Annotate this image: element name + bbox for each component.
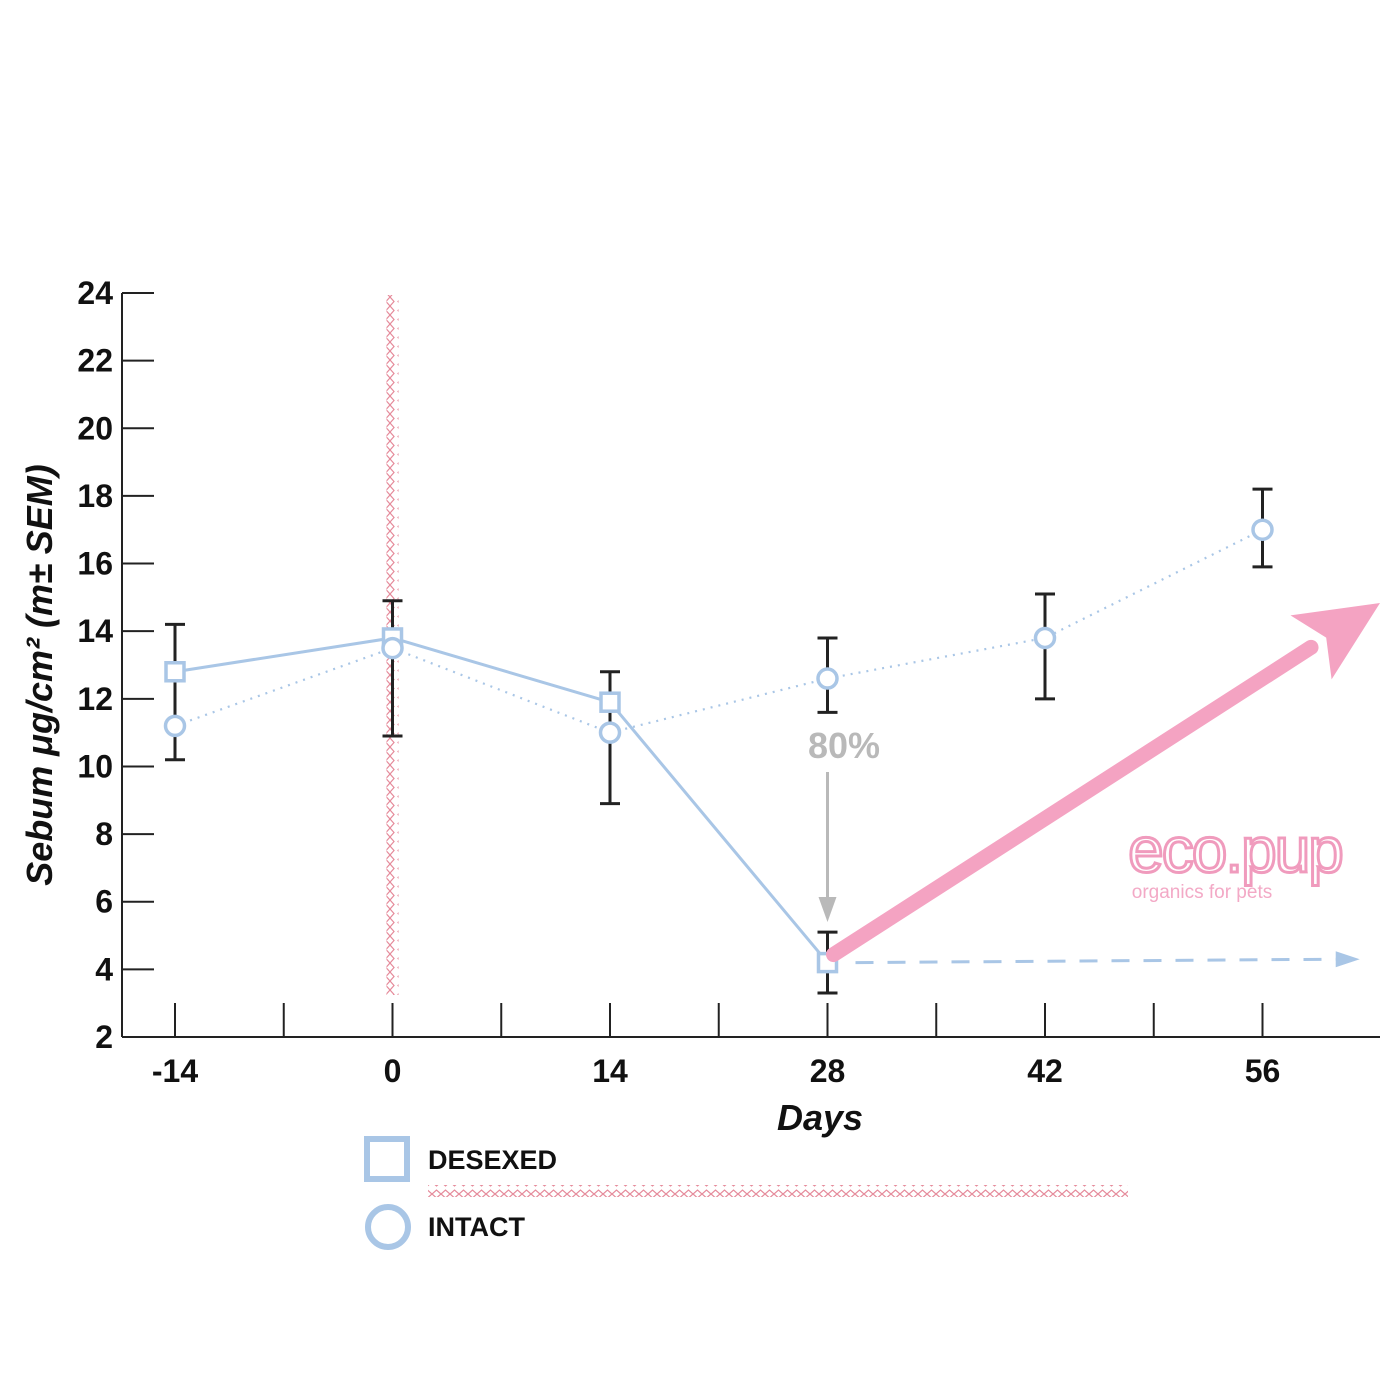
y-tick-label: 14 — [77, 613, 113, 649]
x-axis-title: Days — [777, 1097, 863, 1138]
error-bars — [165, 487, 1273, 995]
series-line-desexed — [174, 636, 829, 964]
x-tick-label: -14 — [152, 1053, 198, 1089]
x-tick-label: 0 — [384, 1053, 402, 1089]
y-tick-label: 10 — [77, 748, 113, 784]
data-point-desexed — [599, 691, 621, 713]
data-point-intact — [381, 636, 404, 660]
data-point-desexed — [164, 661, 186, 683]
y-tick-label: 8 — [95, 816, 113, 852]
legend: DESEXED INTACT — [364, 1136, 1128, 1250]
series-line-intact — [174, 528, 1263, 734]
x-axis-ticks: -14 0 14 28 42 56 — [152, 1003, 1280, 1089]
ecopup-logo: eco.pup organics for pets — [1127, 813, 1346, 904]
reduction-arrow-head — [818, 897, 837, 922]
y-tick-label: 20 — [77, 410, 113, 446]
logo-tagline: organics for pets — [1132, 882, 1272, 903]
reduction-percent-label: 80% — [808, 725, 880, 766]
legend-treatment-band — [428, 1185, 1128, 1197]
legend-desexed-marker — [364, 1136, 410, 1182]
y-tick-label: 12 — [77, 681, 113, 717]
improvement-arrow-head — [1290, 603, 1380, 680]
legend-intact-marker — [365, 1204, 411, 1250]
series-lines — [174, 528, 1263, 964]
data-point-intact — [1033, 626, 1057, 650]
data-point-intact — [598, 721, 622, 744]
y-tick-label: 6 — [95, 884, 113, 920]
x-tick-label: 28 — [810, 1053, 846, 1089]
y-tick-label: 18 — [77, 478, 113, 514]
logo-wordmark: eco.pup — [1128, 814, 1342, 886]
y-tick-label: 2 — [95, 1019, 113, 1055]
y-tick-label: 24 — [77, 275, 113, 311]
legend-intact-label: INTACT — [428, 1212, 525, 1242]
x-tick-label: 42 — [1027, 1053, 1063, 1089]
data-point-intact — [163, 714, 187, 738]
data-point-intact — [816, 667, 839, 690]
axes — [121, 293, 1380, 1038]
y-axis-title: Sebum μg/cm² (m± SEM) — [19, 464, 60, 886]
data-point-intact — [1251, 518, 1274, 541]
y-tick-label: 16 — [77, 546, 113, 582]
x-tick-label: 14 — [592, 1053, 628, 1089]
annotations — [818, 603, 1380, 968]
improvement-arrow-shaft — [826, 639, 1319, 963]
x-tick-label: 56 — [1245, 1053, 1281, 1089]
legend-desexed-label: DESEXED — [428, 1145, 557, 1175]
y-tick-label: 4 — [95, 951, 113, 987]
y-tick-label: 22 — [77, 343, 113, 379]
projection-dashed-arrow-head — [1335, 951, 1360, 968]
projection-dashed-arrow — [855, 957, 1336, 965]
series-markers — [163, 518, 1274, 974]
